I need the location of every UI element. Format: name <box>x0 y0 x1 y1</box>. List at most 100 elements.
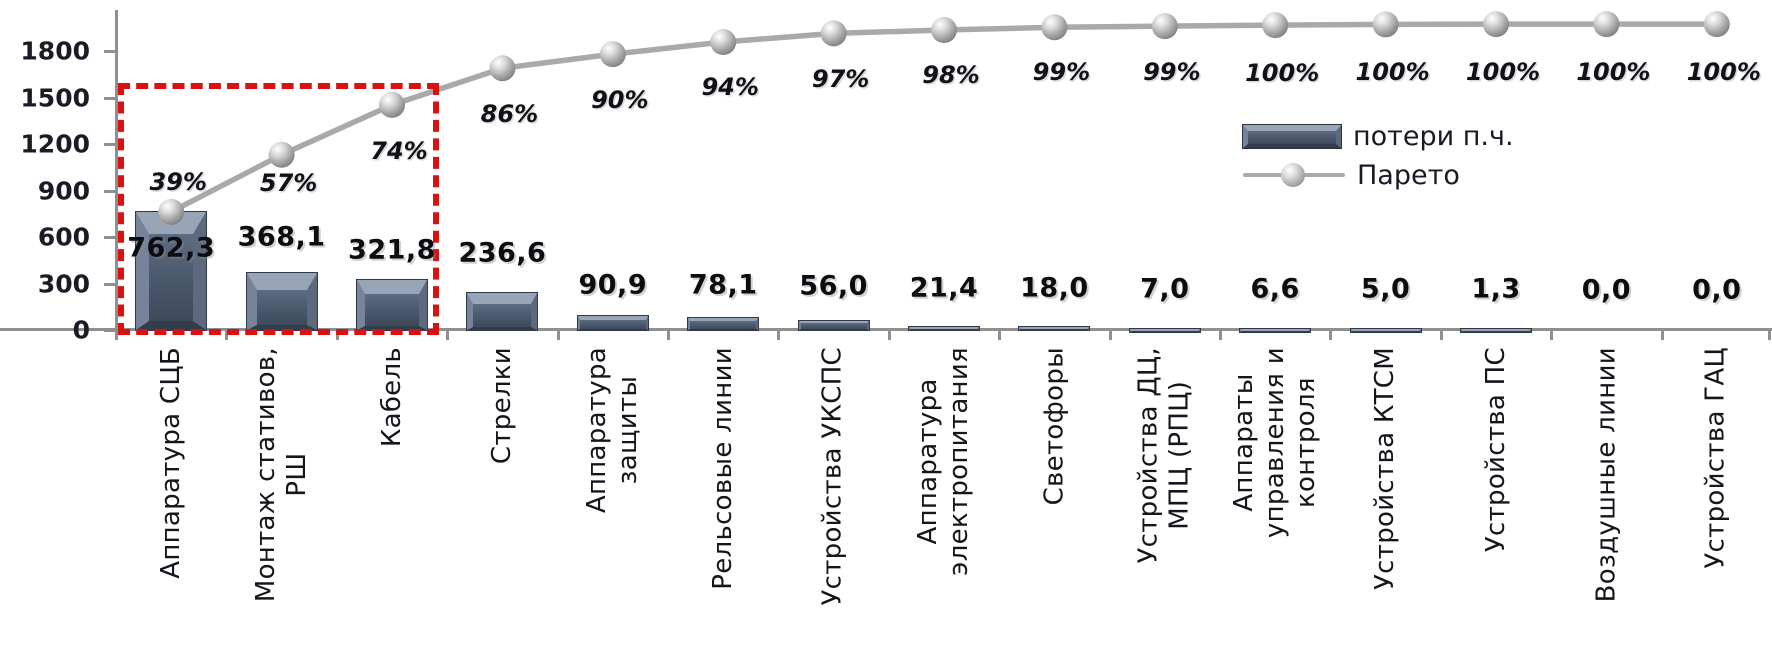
category-label: Устройства ГАЦ <box>1700 347 1731 569</box>
bar-value-label: 321,8 <box>348 234 436 266</box>
top-losses-highlight-box <box>118 83 440 335</box>
bar-value-label: 21,4 <box>909 272 979 304</box>
pareto-marker <box>1703 11 1730 38</box>
category-label: Стрелки <box>487 347 518 465</box>
y-tick-label: 1500 <box>20 83 90 112</box>
y-tick-label: 0 <box>72 315 90 345</box>
category-label: Аппаратура электропитания <box>912 347 974 576</box>
bar-value-label: 236,6 <box>458 237 547 269</box>
pareto-marker <box>1041 14 1068 41</box>
x-tick <box>446 330 450 340</box>
bar <box>357 280 427 330</box>
pareto-percent-label: 94% <box>701 73 759 102</box>
pareto-percent-label: 86% <box>480 100 539 129</box>
bar <box>1129 328 1200 332</box>
pareto-percent-label: 39% <box>149 167 207 196</box>
bar-value-label: 56,0 <box>799 270 868 302</box>
pareto-percent-label: 99% <box>1143 58 1201 87</box>
pareto-percent-label: 97% <box>811 65 870 94</box>
pareto-marker <box>1483 11 1509 38</box>
legend-item-line-series: Парето <box>1243 159 1514 191</box>
marker-dot-icon <box>1281 163 1305 187</box>
pareto-marker <box>489 55 516 82</box>
category-label: Устройства ДЦ, МПЦ (РПЦ) <box>1133 347 1195 564</box>
pareto-marker <box>599 41 626 68</box>
x-axis <box>0 328 1772 331</box>
x-tick <box>667 330 670 340</box>
pareto-marker <box>1151 13 1178 40</box>
bar-value-label: 78,1 <box>688 269 758 301</box>
x-tick <box>998 330 1002 340</box>
category-label: Воздушные линии <box>1591 347 1622 603</box>
pareto-percent-label: 74% <box>370 136 428 165</box>
pareto-marker <box>1262 12 1289 39</box>
y-axis <box>115 10 118 332</box>
legend: потери п.ч. Парето <box>1243 121 1514 199</box>
bar-series-swatch-icon <box>1243 124 1341 148</box>
bar <box>1019 327 1090 331</box>
bar-value-label: 762,3 <box>127 232 216 264</box>
x-tick <box>1219 330 1222 340</box>
bar <box>798 321 869 330</box>
x-tick <box>1329 330 1333 340</box>
category-label: Аппаратура защиты <box>581 347 643 514</box>
y-tick <box>104 189 116 193</box>
pareto-percent-label: 90% <box>591 86 649 115</box>
x-tick <box>225 330 229 340</box>
category-label: Кабель <box>376 347 407 448</box>
bar-value-label: 0,0 <box>1581 274 1632 306</box>
x-tick <box>556 330 560 340</box>
bar-value-label: 7,0 <box>1140 273 1190 305</box>
bar-value-label: 18,0 <box>1020 272 1089 304</box>
y-tick <box>104 236 116 239</box>
pareto-percent-label: 100% <box>1245 59 1320 88</box>
bar <box>909 326 979 330</box>
category-label: Аппараты управления и контроля <box>1228 347 1321 539</box>
pareto-marker <box>710 29 737 56</box>
x-tick <box>335 330 339 340</box>
y-tick <box>104 96 116 100</box>
y-tick-label: 1200 <box>20 129 90 159</box>
x-tick <box>1550 330 1554 340</box>
bar <box>1240 328 1311 332</box>
bar-value-label: 0,0 <box>1692 274 1742 306</box>
x-tick <box>1439 330 1443 340</box>
x-tick <box>1108 330 1112 340</box>
category-label: Рельсовые линии <box>707 347 738 590</box>
y-tick-label: 900 <box>37 176 90 205</box>
pareto-percent-label: 100% <box>1686 58 1761 87</box>
y-tick-label: 1800 <box>20 36 90 66</box>
line-series-swatch-icon <box>1243 162 1345 188</box>
x-tick <box>777 330 781 340</box>
y-tick-label: 300 <box>37 269 90 298</box>
x-tick <box>887 330 891 340</box>
bar-value-label: 1,3 <box>1471 273 1521 305</box>
pareto-percent-label: 99% <box>1032 58 1091 87</box>
category-label: Устройства УКСПС <box>817 347 848 606</box>
bar <box>467 293 538 330</box>
legend-item-bar-series: потери п.ч. <box>1243 120 1514 152</box>
pareto-percent-label: 100% <box>1355 58 1430 87</box>
y-tick-label: 600 <box>37 222 90 252</box>
x-tick <box>1660 330 1664 340</box>
pareto-percent-label: 57% <box>259 168 318 197</box>
bar <box>246 272 317 330</box>
bar <box>688 317 759 330</box>
legend-label-line-series: Парето <box>1357 159 1460 191</box>
pareto-marker <box>1372 11 1399 38</box>
category-label: Устройства ПС <box>1480 347 1511 553</box>
bar <box>1461 328 1531 332</box>
legend-label-bar-series: потери п.ч. <box>1353 120 1514 152</box>
category-label: Светофоры <box>1039 347 1070 506</box>
pareto-marker <box>1593 11 1620 38</box>
y-tick <box>104 50 116 53</box>
bar-value-label: 5,0 <box>1360 273 1411 305</box>
category-label: Аппаратура СЦБ <box>155 347 186 579</box>
y-tick <box>104 143 116 146</box>
x-tick <box>115 330 118 340</box>
category-label: Монтаж стативов, РШ <box>250 347 312 603</box>
bar-value-label: 6,6 <box>1250 273 1300 305</box>
pareto-marker <box>820 20 847 47</box>
